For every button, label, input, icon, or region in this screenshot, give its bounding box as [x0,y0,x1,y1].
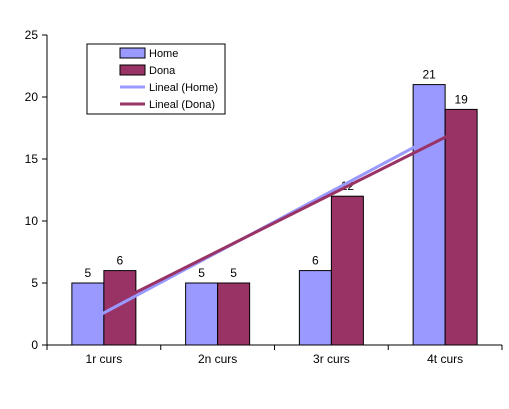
y-tick-label: 20 [25,90,39,104]
legend-label: Lineal (Dona) [149,99,215,111]
y-tick-label: 25 [25,28,39,42]
data-label: 19 [454,92,468,106]
legend-swatch-dona [119,64,146,76]
data-label: 6 [312,254,319,268]
y-tick-label: 10 [25,214,39,228]
trendline-dona [119,127,462,302]
legend-label: Home [149,48,178,60]
x-tick-label: 4t curs [427,352,463,366]
bar-dona [103,270,137,346]
bar-home [298,270,332,346]
legend-swatch-home [119,47,146,59]
data-label: 5 [85,266,92,280]
data-label: 6 [117,254,124,268]
bar-home [412,84,446,346]
legend-label: Lineal (Home) [149,82,218,94]
x-tick-label: 3r curs [313,352,350,366]
x-tick-label: 1r curs [86,352,123,366]
bar-home [185,282,219,346]
bar-dona [330,195,364,346]
y-tick-label: 5 [31,276,38,290]
data-label: 5 [230,266,237,280]
data-label: 21 [422,68,436,82]
y-tick-label: 0 [31,338,38,352]
bar-dona [217,282,251,346]
bar-dona [444,108,478,346]
data-label: 5 [198,266,205,280]
legend-label: Dona [149,65,176,77]
y-tick-label: 15 [25,152,39,166]
legend-box [86,43,226,115]
x-tick-label: 2n curs [198,352,237,366]
